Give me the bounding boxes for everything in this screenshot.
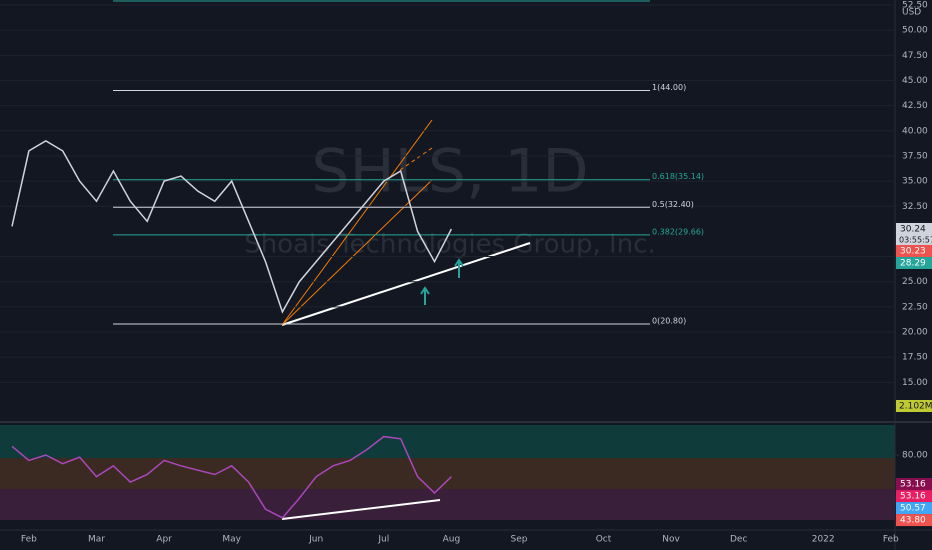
- y-tick-label: 45.00: [902, 76, 928, 86]
- currency: USD: [902, 8, 921, 18]
- price-badge: [896, 490, 932, 503]
- y-tick-label: 35.00: [902, 177, 928, 187]
- channel-upper: [281, 119, 433, 326]
- x-tick-label: Aug: [443, 535, 461, 545]
- price-badge-label: 28.29: [900, 258, 926, 268]
- price-badge: [896, 222, 932, 235]
- x-tick-label: Feb: [21, 535, 37, 545]
- y-tick-label: 25.00: [902, 277, 928, 287]
- x-tick-label: Mar: [88, 535, 105, 545]
- price-badge: [896, 244, 932, 257]
- price-badge-label: 53.16: [900, 480, 926, 490]
- countdown-badge: [896, 234, 932, 245]
- watermark: SHLS, 1D: [311, 137, 588, 207]
- y-tick-label: 47.50: [902, 51, 928, 61]
- rsi-band-top: [0, 425, 895, 458]
- fib-label: 0(20.80): [652, 316, 686, 325]
- fib-label: 0.5(32.40): [652, 200, 694, 209]
- price-badge: [896, 514, 932, 527]
- y-tick-label: 32.50: [902, 202, 928, 212]
- rsi-band-low: [0, 489, 895, 520]
- volume-label: 2.102M: [899, 402, 932, 412]
- x-tick-label: Jun: [308, 535, 323, 545]
- price-badge-label: 50.57: [900, 504, 926, 514]
- x-tick-label: Feb: [883, 535, 899, 545]
- x-tick-label: Apr: [156, 535, 172, 545]
- y-tick-label: 15.00: [902, 378, 928, 388]
- price-badge: [896, 256, 932, 269]
- x-tick-label: May: [222, 535, 241, 545]
- price-badge: [896, 478, 932, 491]
- watermark-sub: Shoals Technologies Group, Inc.: [244, 230, 656, 260]
- price-line: [11, 435, 452, 519]
- rsi-band-mid: [0, 458, 895, 489]
- countdown: 03:55:57: [899, 235, 932, 244]
- price-badge-label: 30.23: [900, 246, 926, 256]
- price-badge-label: 43.80: [900, 516, 926, 526]
- rsi-divergence: [281, 499, 441, 520]
- price-badge: [896, 502, 932, 515]
- fib-label: 0.382(29.66): [652, 227, 704, 236]
- y-tick-label: 52.50: [902, 1, 928, 11]
- x-tick-label: Oct: [596, 535, 612, 545]
- fib-label: 1(44.00): [652, 83, 686, 92]
- fib-label: 0.618(35.14): [652, 172, 704, 181]
- price-line: [11, 139, 453, 314]
- y-tick-label: 50.00: [902, 26, 928, 36]
- x-tick-label: Dec: [730, 535, 747, 545]
- price-badge-label: 53.16: [900, 492, 926, 502]
- y-tick-label: 17.50: [902, 353, 928, 363]
- y-tick-label: 22.50: [902, 302, 928, 312]
- x-tick-label: Sep: [511, 535, 528, 545]
- arrow-up: [420, 286, 430, 305]
- x-tick-label: 2022: [812, 535, 835, 545]
- y-tick-label: 42.50: [902, 101, 928, 111]
- channel-lower: [281, 179, 433, 326]
- y-tick-label: 37.50: [902, 151, 928, 161]
- y-tick-label: 80.00: [902, 451, 928, 461]
- arrow-up: [454, 258, 464, 278]
- y-tick-label: 40.00: [902, 126, 928, 136]
- x-tick-label: Nov: [662, 535, 680, 545]
- price-badge-label: 30.24: [900, 224, 926, 234]
- y-tick-label: 20.00: [902, 328, 928, 338]
- volume-badge: [896, 400, 932, 412]
- x-tick-label: Jul: [377, 535, 389, 545]
